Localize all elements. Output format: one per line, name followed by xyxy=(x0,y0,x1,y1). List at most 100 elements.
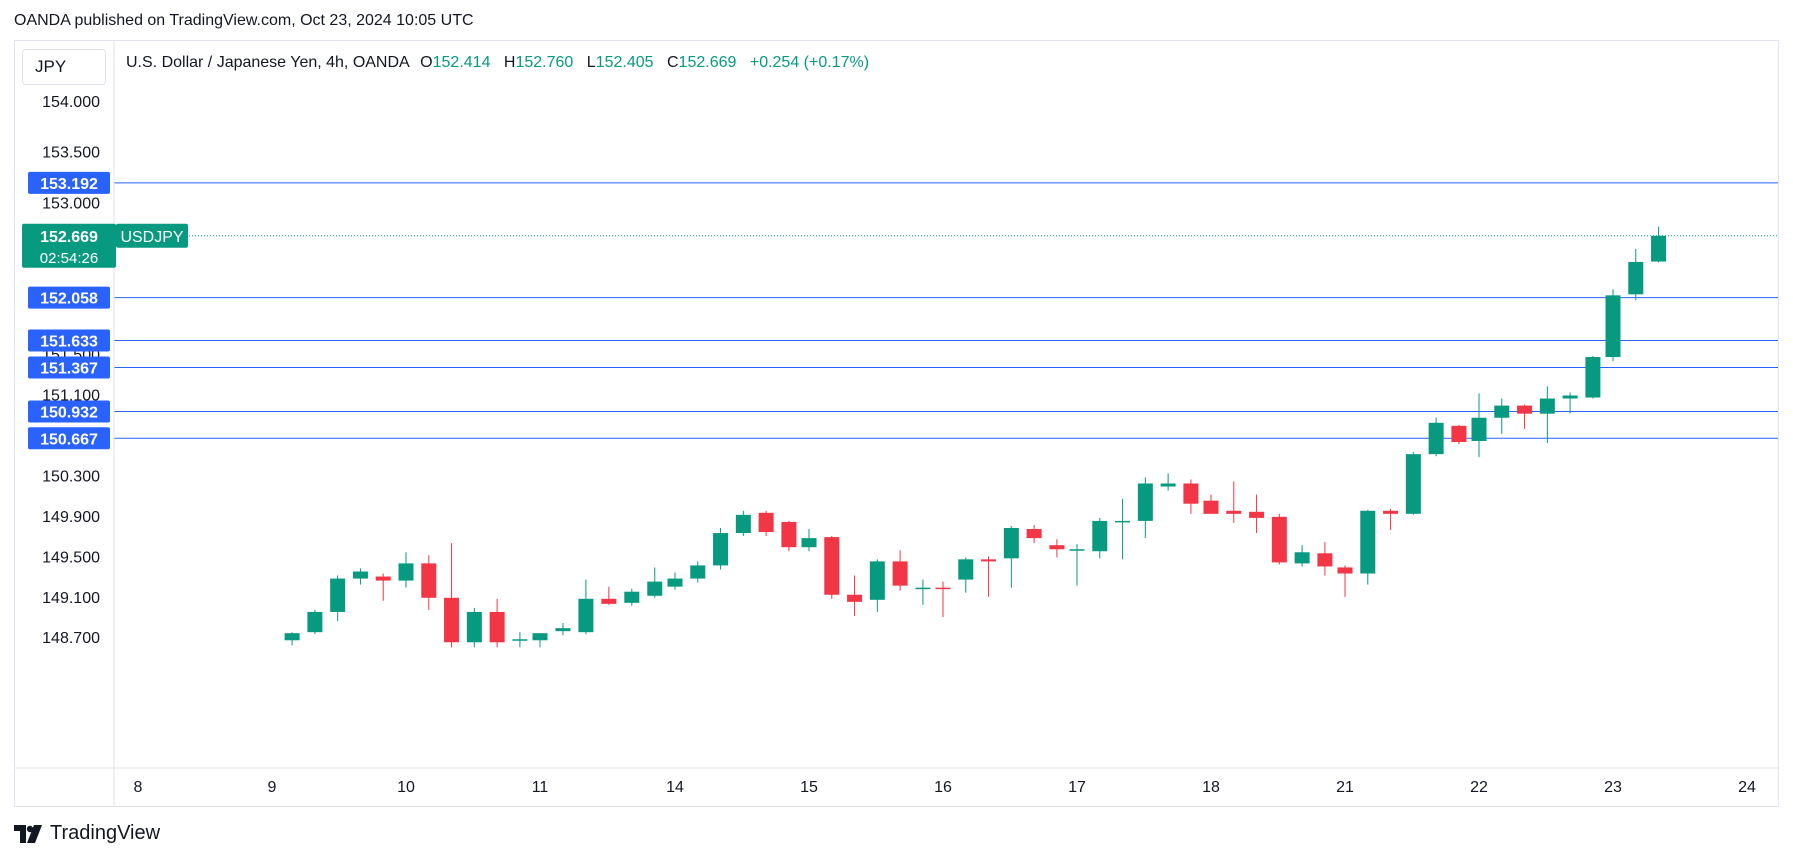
candle-body xyxy=(801,538,817,548)
candle-body xyxy=(869,561,885,600)
close-value: 152.669 xyxy=(678,54,737,71)
candle-body xyxy=(398,563,414,581)
candle-body xyxy=(758,512,774,533)
candle-bullish xyxy=(466,607,482,648)
candle-body xyxy=(532,633,548,641)
open-value: 152.414 xyxy=(432,54,491,71)
candle-bullish xyxy=(1115,498,1131,560)
candle-body xyxy=(1383,510,1399,514)
candle-bullish xyxy=(1562,392,1578,414)
time-tick-label: 11 xyxy=(532,779,549,796)
candle-bullish xyxy=(735,510,751,537)
candle-bullish xyxy=(1585,356,1601,399)
candle-bullish xyxy=(555,623,571,636)
candle-body xyxy=(915,587,931,590)
candle-bullish xyxy=(1494,398,1510,434)
level-badge-bg xyxy=(28,400,110,423)
candle-body xyxy=(624,591,640,603)
candle-body xyxy=(284,633,300,641)
candle-bullish xyxy=(532,633,548,648)
candle-body xyxy=(512,639,528,641)
symbol-description: U.S. Dollar / Japanese Yen, 4h, OANDA xyxy=(126,54,410,71)
candle-bullish xyxy=(1137,477,1153,539)
candle-body xyxy=(444,597,460,643)
candle-body xyxy=(1294,552,1310,564)
candle-bullish xyxy=(1605,289,1621,362)
candle-bearish xyxy=(1317,542,1333,576)
candle-bullish xyxy=(1360,509,1376,585)
candle-bearish xyxy=(847,575,863,616)
level-badge-bg xyxy=(28,286,110,309)
candle-body xyxy=(1405,454,1421,514)
level-badge: 152.058 xyxy=(28,286,110,309)
candle-bearish xyxy=(444,543,460,648)
price-tick-label: 148.700 xyxy=(42,630,100,647)
candle-body xyxy=(935,587,951,590)
candle-bullish xyxy=(869,559,885,612)
candle-bearish xyxy=(1203,494,1219,514)
last-price-badge-bg xyxy=(22,223,116,268)
high-value: 152.760 xyxy=(515,54,574,71)
candle-bearish xyxy=(489,598,505,648)
candle-body xyxy=(713,533,729,566)
candle-body xyxy=(781,521,797,548)
candle-body xyxy=(981,559,997,562)
level-badge-bg xyxy=(28,427,110,450)
candle-body xyxy=(892,561,908,586)
candle-body xyxy=(1337,567,1353,574)
level-badge-label: 151.367 xyxy=(40,360,98,377)
tradingview-logo[interactable]: TradingView xyxy=(14,822,160,845)
candle-bearish xyxy=(935,581,951,618)
candle-body xyxy=(1628,261,1644,295)
candle-body xyxy=(555,628,571,632)
price-tick-label: 153.000 xyxy=(42,195,100,212)
candle-bullish xyxy=(915,579,931,605)
candle-bearish xyxy=(1249,494,1265,534)
candle-body xyxy=(1249,511,1265,518)
time-tick-label: 16 xyxy=(934,779,952,796)
time-tick-label: 15 xyxy=(800,779,818,796)
candle-bearish xyxy=(781,520,797,552)
candle-body xyxy=(578,598,594,633)
candle-body xyxy=(1562,395,1578,399)
candle-bearish xyxy=(601,586,617,605)
candle-body xyxy=(1651,235,1667,262)
time-tick-label: 23 xyxy=(1604,779,1622,796)
candle-body xyxy=(1360,510,1376,574)
candle-bearish xyxy=(1517,404,1533,429)
level-badge-label: 153.192 xyxy=(40,176,98,193)
candles xyxy=(284,226,1667,648)
level-badge: 151.633 xyxy=(28,329,110,352)
candle-bearish xyxy=(1183,479,1199,514)
candle-body xyxy=(307,611,323,633)
candle-bullish xyxy=(667,572,683,590)
level-badge: 150.667 xyxy=(28,427,110,450)
currency-selector[interactable]: JPY xyxy=(22,49,106,85)
candle-bullish xyxy=(1003,525,1019,588)
time-tick-label: 10 xyxy=(397,779,415,796)
candle-bullish xyxy=(801,529,817,552)
countdown-timer: 02:54:26 xyxy=(40,250,98,267)
candle-bullish xyxy=(647,567,663,598)
price-tick-label: 151.100 xyxy=(42,387,100,404)
candle-bearish xyxy=(375,573,391,601)
candle-bearish xyxy=(1383,508,1399,531)
time-tick-label: 18 xyxy=(1202,779,1220,796)
symbol-badge-bg xyxy=(116,223,188,248)
price-tick-label: 154.000 xyxy=(42,94,100,111)
time-tick-label: 22 xyxy=(1470,779,1488,796)
candle-bullish xyxy=(512,632,528,648)
candle-body xyxy=(1160,483,1176,487)
candle-bullish xyxy=(1471,393,1487,458)
close-label: C xyxy=(666,54,679,71)
candle-bullish xyxy=(398,552,414,588)
price-tick-label: 149.900 xyxy=(42,509,100,526)
symbol-legend: U.S. Dollar / Japanese Yen, 4h, OANDA O1… xyxy=(126,54,869,72)
candle-bullish xyxy=(1160,473,1176,491)
candle-body xyxy=(667,578,683,587)
candle-body xyxy=(735,514,751,534)
candle-body xyxy=(1115,520,1131,523)
horizontal-levels xyxy=(114,182,1778,439)
candle-body xyxy=(375,576,391,581)
